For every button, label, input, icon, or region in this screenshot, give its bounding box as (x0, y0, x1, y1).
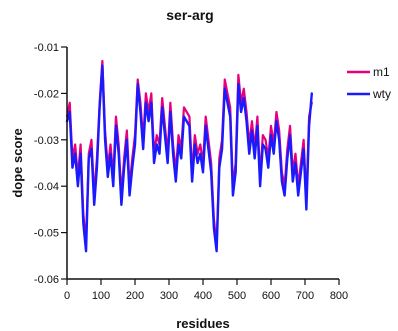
x-tick-label: 600 (262, 290, 280, 302)
y-tick-label: -0.05 (34, 228, 59, 240)
legend-m1-label: m1 (373, 65, 390, 79)
y-tick-label: -0.06 (34, 274, 59, 286)
x-tick-label: 100 (92, 290, 110, 302)
y-tick-label: -0.02 (34, 88, 59, 100)
x-tick-label: 0 (64, 290, 70, 302)
x-axis-label: residues (176, 316, 229, 331)
x-tick-label: 500 (228, 290, 246, 302)
y-tick-label: -0.01 (34, 42, 59, 54)
legend: m1 wty (347, 65, 391, 101)
y-ticks: -0.06 -0.05 -0.04 -0.03 -0.02 -0.01 (34, 42, 67, 286)
x-tick-label: 200 (126, 290, 144, 302)
legend-wty-label: wty (372, 87, 391, 101)
plot-area (65, 59, 313, 253)
x-tick-label: 700 (296, 290, 314, 302)
chart-title: ser-arg (166, 7, 213, 23)
y-tick-label: -0.03 (34, 135, 59, 147)
y-axis-label: dope score (10, 128, 25, 197)
x-tick-label: 400 (194, 290, 212, 302)
x-tick-label: 800 (330, 290, 348, 302)
x-tick-label: 300 (160, 290, 178, 302)
series-wty-line (65, 64, 313, 253)
y-tick-label: -0.04 (34, 181, 59, 193)
x-ticks: 0 100 200 300 400 500 600 700 800 (64, 279, 348, 302)
